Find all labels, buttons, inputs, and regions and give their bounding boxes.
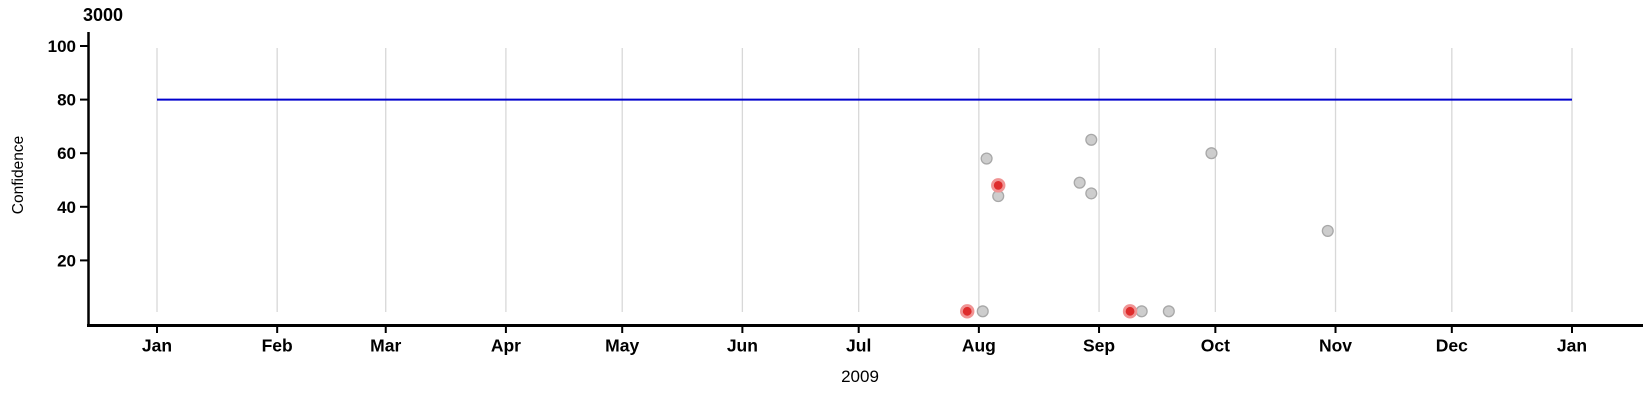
data-point[interactable] (1321, 224, 1334, 237)
x-tick-label: Sep (1083, 336, 1115, 356)
data-point-highlighted[interactable] (960, 304, 975, 319)
data-point[interactable] (1205, 147, 1218, 160)
chart-title: 3000 (83, 5, 124, 25)
data-point[interactable] (1135, 305, 1148, 318)
x-tick-label: May (605, 336, 639, 356)
x-tick-label: Jun (727, 336, 758, 356)
data-point[interactable] (1162, 305, 1175, 318)
data-point[interactable] (976, 305, 989, 318)
x-tick-label: Jan (1557, 336, 1587, 356)
data-point-highlighted[interactable] (991, 178, 1006, 193)
x-tick-label: Oct (1201, 336, 1230, 356)
y-tick-label: 40 (57, 198, 76, 217)
x-tick-label: Feb (262, 336, 293, 356)
y-tick-label: 100 (48, 37, 76, 56)
data-point[interactable] (980, 152, 993, 165)
data-point[interactable] (1085, 133, 1098, 146)
data-point[interactable] (1085, 187, 1098, 200)
y-tick-label: 20 (57, 251, 76, 270)
x-tick-label: Dec (1436, 336, 1468, 356)
x-axis-label: 2009 (841, 367, 879, 386)
x-tick-label: Aug (962, 336, 996, 356)
x-tick-label: Jul (846, 336, 871, 356)
y-tick-label: 60 (57, 144, 76, 163)
data-point-highlighted[interactable] (1122, 304, 1138, 319)
x-tick-label: Jan (142, 336, 172, 356)
x-tick-label: Mar (370, 336, 401, 356)
data-point[interactable] (1073, 176, 1086, 189)
x-tick-label: Nov (1319, 336, 1352, 356)
x-tick-label: Apr (491, 336, 521, 356)
y-tick-label: 80 (57, 91, 76, 110)
